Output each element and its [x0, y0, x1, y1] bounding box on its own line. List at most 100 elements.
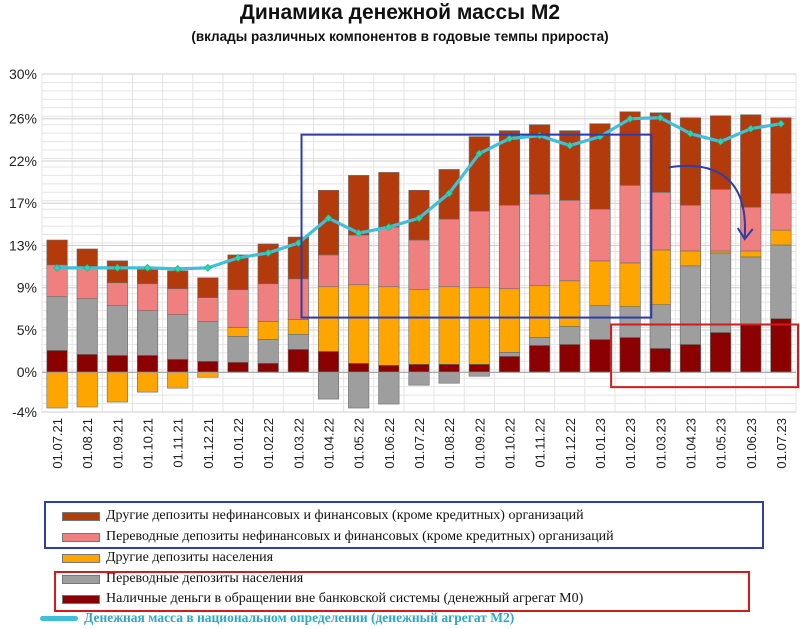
bar-segment: [559, 199, 581, 282]
m2-line-point: [113, 263, 122, 272]
bar-segment: [287, 278, 309, 320]
bar-segment: [378, 364, 400, 373]
m2-line-point: [415, 214, 423, 223]
bar-segment: [498, 356, 521, 373]
bar-segment: [378, 371, 400, 405]
legend-item-transfer-household-deposits: Переводные депозиты населения: [62, 569, 303, 589]
bar-segment: [378, 226, 400, 288]
x-tick-label: 01.10.21: [141, 418, 156, 469]
m2-line-point: [716, 137, 725, 146]
x-tick-label: 01.02.23: [623, 418, 638, 469]
bar-segment: [287, 319, 309, 335]
bar-segment: [106, 371, 128, 403]
x-tick-label: 01.06.22: [382, 418, 397, 469]
m2-line-point: [83, 263, 92, 272]
bar-segment: [619, 306, 641, 338]
bar-segment: [559, 130, 581, 201]
legend-swatch: [62, 532, 100, 542]
bar-segment: [408, 239, 430, 291]
bar-segment: [740, 114, 762, 208]
bar-segment: [257, 362, 279, 373]
bar-segment: [649, 348, 671, 373]
bar-segment: [227, 361, 249, 373]
y-tick-label: -4%: [12, 404, 37, 420]
bar-segment: [348, 371, 370, 409]
bar-segment: [348, 234, 370, 286]
bar-segment: [468, 363, 490, 373]
bar-segment: [498, 204, 521, 290]
bar-segment: [679, 250, 701, 267]
bar-segment: [257, 283, 279, 322]
bar-segment: [76, 354, 98, 373]
bar-segment: [348, 175, 370, 236]
bar-segment: [468, 371, 490, 377]
bar-segment: [408, 289, 430, 365]
chart-subtitle: (вклады различных компонентов в годовые …: [191, 29, 609, 44]
y-tick-label: 5%: [17, 322, 37, 338]
x-tick-label: 01.04.22: [322, 418, 337, 469]
bar-segment: [619, 337, 641, 373]
bar-segment: [197, 277, 219, 298]
bar-segment: [137, 355, 159, 373]
bar-segment: [649, 112, 671, 193]
x-tick-label: 01.02.22: [261, 418, 276, 469]
bar-segment: [227, 327, 249, 337]
y-tick-label: 26%: [9, 111, 37, 127]
bar-segment: [287, 236, 309, 280]
x-tick-label: 01.07.23: [774, 418, 789, 469]
y-tick-label: 9%: [17, 280, 37, 296]
bar-segment: [498, 352, 521, 357]
bar-segment: [438, 371, 460, 384]
bar-segment: [197, 321, 219, 362]
x-tick-label: 01.01.23: [593, 418, 608, 469]
y-tick-label: 30%: [9, 66, 37, 82]
legend-item-transfer-org-deposits: Переводные депозиты нефинансовых и финан…: [62, 527, 614, 547]
legend-label: Переводные депозиты населения: [106, 571, 304, 586]
bar-segment: [559, 344, 581, 373]
bar-segment: [46, 350, 68, 373]
legend-swatch: [62, 594, 100, 604]
bar-segment: [589, 339, 611, 373]
bar-segment: [498, 288, 521, 353]
annotation-arrow: [668, 164, 746, 238]
bar-segment: [619, 111, 641, 186]
m2-line-point: [53, 263, 62, 272]
bar-segment: [317, 351, 340, 373]
x-tick-label: 01.12.21: [201, 418, 216, 469]
y-tick-label: 17%: [9, 195, 37, 211]
bar-segment: [770, 244, 792, 319]
m2-line-point: [354, 229, 363, 237]
bar-segment: [770, 192, 792, 231]
y-tick-label: 22%: [9, 153, 37, 169]
bar-segment: [649, 192, 671, 251]
bar-segment: [710, 189, 732, 252]
bar-segment: [317, 286, 340, 352]
bar-segment: [529, 345, 551, 373]
m2-line-point: [475, 149, 484, 158]
legend-item-m2-line: Денежная масса в национальном определени…: [40, 608, 514, 628]
bar-segment: [317, 254, 340, 288]
m2-line-point: [143, 263, 152, 272]
bar-segment: [498, 130, 521, 206]
bar-segment: [770, 229, 792, 246]
bar-segment: [649, 249, 671, 305]
m2-line-point: [324, 214, 333, 223]
bar-segment: [167, 270, 189, 290]
bar-segment: [378, 286, 400, 366]
x-tick-label: 01.03.22: [291, 418, 306, 469]
bar-segment: [46, 296, 68, 351]
bar-segment: [106, 355, 128, 373]
bar-segment: [137, 310, 159, 356]
x-tick-label: 01.06.23: [744, 418, 759, 469]
m2-line-point: [656, 113, 665, 122]
legend-swatch: [62, 574, 100, 584]
bar-segment: [287, 349, 309, 373]
highlight-box-red: [610, 323, 799, 389]
bar-segment: [137, 283, 159, 311]
bar-segment: [529, 285, 551, 338]
m2-line-point: [565, 141, 574, 150]
bar-segment: [167, 371, 189, 389]
bar-segment: [287, 334, 309, 350]
bar-segment: [649, 304, 671, 349]
bar-segment: [408, 363, 430, 373]
